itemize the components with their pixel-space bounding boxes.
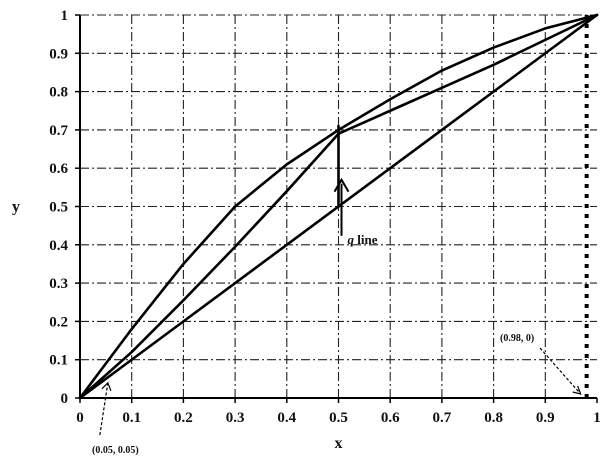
x-tick-label: 0.7 bbox=[433, 410, 452, 426]
x-tick-label: 0.2 bbox=[174, 410, 193, 426]
y-tick-label: 0.6 bbox=[49, 161, 68, 177]
annotations: q line (0.05, 0.05) (0.98, 0) bbox=[92, 177, 582, 456]
x-tick-label: 0.1 bbox=[122, 410, 141, 426]
y-tick-label: 0.4 bbox=[49, 238, 68, 254]
x-tick-label: 0.4 bbox=[277, 410, 296, 426]
x-tick-label: 0.6 bbox=[381, 410, 400, 426]
q-line-label-rest: line bbox=[354, 232, 378, 247]
x-axis-label: x bbox=[335, 435, 343, 452]
point-high-arrowhead bbox=[572, 385, 582, 395]
point-low-pointer bbox=[99, 382, 109, 436]
point-high-label: (0.98, 0) bbox=[500, 333, 534, 344]
y-tick-label: 0.3 bbox=[49, 276, 68, 292]
x-tick-label: 1 bbox=[593, 410, 601, 426]
x-tick-label: 0.9 bbox=[536, 410, 555, 426]
y-tick-label: 0.8 bbox=[49, 85, 68, 101]
y-tick-label: 0.5 bbox=[49, 200, 68, 216]
y-tick-label: 0 bbox=[61, 391, 69, 407]
y-axis-label: y bbox=[12, 199, 20, 216]
y-tick-label: 0.1 bbox=[49, 353, 68, 369]
y-tick-label: 0.9 bbox=[49, 46, 68, 62]
y-tick-label: 0.7 bbox=[49, 123, 68, 139]
q-line-label-q: q bbox=[348, 232, 355, 247]
point-low-arrowhead bbox=[101, 381, 112, 392]
y-tick-label: 1 bbox=[61, 8, 69, 24]
series-group bbox=[78, 13, 599, 400]
x-tick-label: 0.5 bbox=[329, 410, 348, 426]
q-line-arrowhead bbox=[333, 177, 350, 193]
axes bbox=[75, 14, 598, 403]
tick-labels: 0 0.1 0.2 0.3 0.4 0.5 0.6 0.7 0.8 0.9 1 0 0.1 0.2 0.3 0… bbox=[49, 8, 601, 426]
x-tick-label: 0.8 bbox=[484, 410, 503, 426]
x-tick-label: 0.3 bbox=[226, 410, 245, 426]
y-tick-label: 0.2 bbox=[49, 314, 68, 330]
point-low-label: (0.05, 0.05) bbox=[92, 445, 139, 456]
point-high-pointer bbox=[539, 347, 582, 395]
x-tick-label: 0 bbox=[76, 410, 84, 426]
q-line-label: q line bbox=[348, 232, 378, 247]
